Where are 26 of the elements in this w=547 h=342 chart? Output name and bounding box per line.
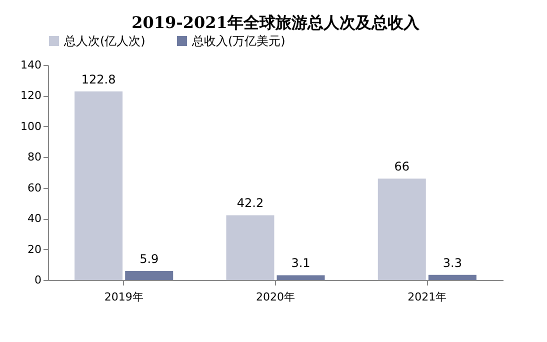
bar — [226, 215, 274, 280]
x-tick-label: 2020年 — [256, 290, 295, 304]
bar — [74, 91, 123, 280]
y-tick-label: 140 — [20, 58, 42, 72]
y-tick-label: 100 — [20, 120, 42, 133]
data-label: 3.3 — [442, 256, 462, 270]
y-tick-label: 0 — [34, 274, 42, 286]
bar — [378, 178, 426, 280]
bar — [276, 275, 325, 280]
bar — [125, 270, 174, 280]
y-tick-label: 20 — [28, 242, 42, 256]
data-label: 5.9 — [140, 252, 159, 266]
chart-title: 2019-2021年全球旅游总人次及总收入 — [132, 13, 420, 32]
data-label: 122.8 — [81, 72, 116, 86]
x-tick-label: 2021年 — [408, 290, 447, 304]
data-label: 3.1 — [291, 256, 310, 270]
bar — [428, 274, 476, 280]
data-label: 42.2 — [236, 196, 264, 210]
data-label: 66 — [394, 160, 410, 174]
x-tick-label: 2019年 — [104, 290, 144, 304]
y-tick-label: 80 — [28, 150, 42, 164]
legend-label: 总人次(亿人次) — [63, 34, 146, 48]
y-tick-label: 60 — [28, 181, 42, 194]
y-tick-label: 120 — [20, 89, 42, 102]
legend-label: 总收入(万亿美元) — [191, 34, 286, 48]
y-tick-label: 40 — [28, 212, 42, 226]
